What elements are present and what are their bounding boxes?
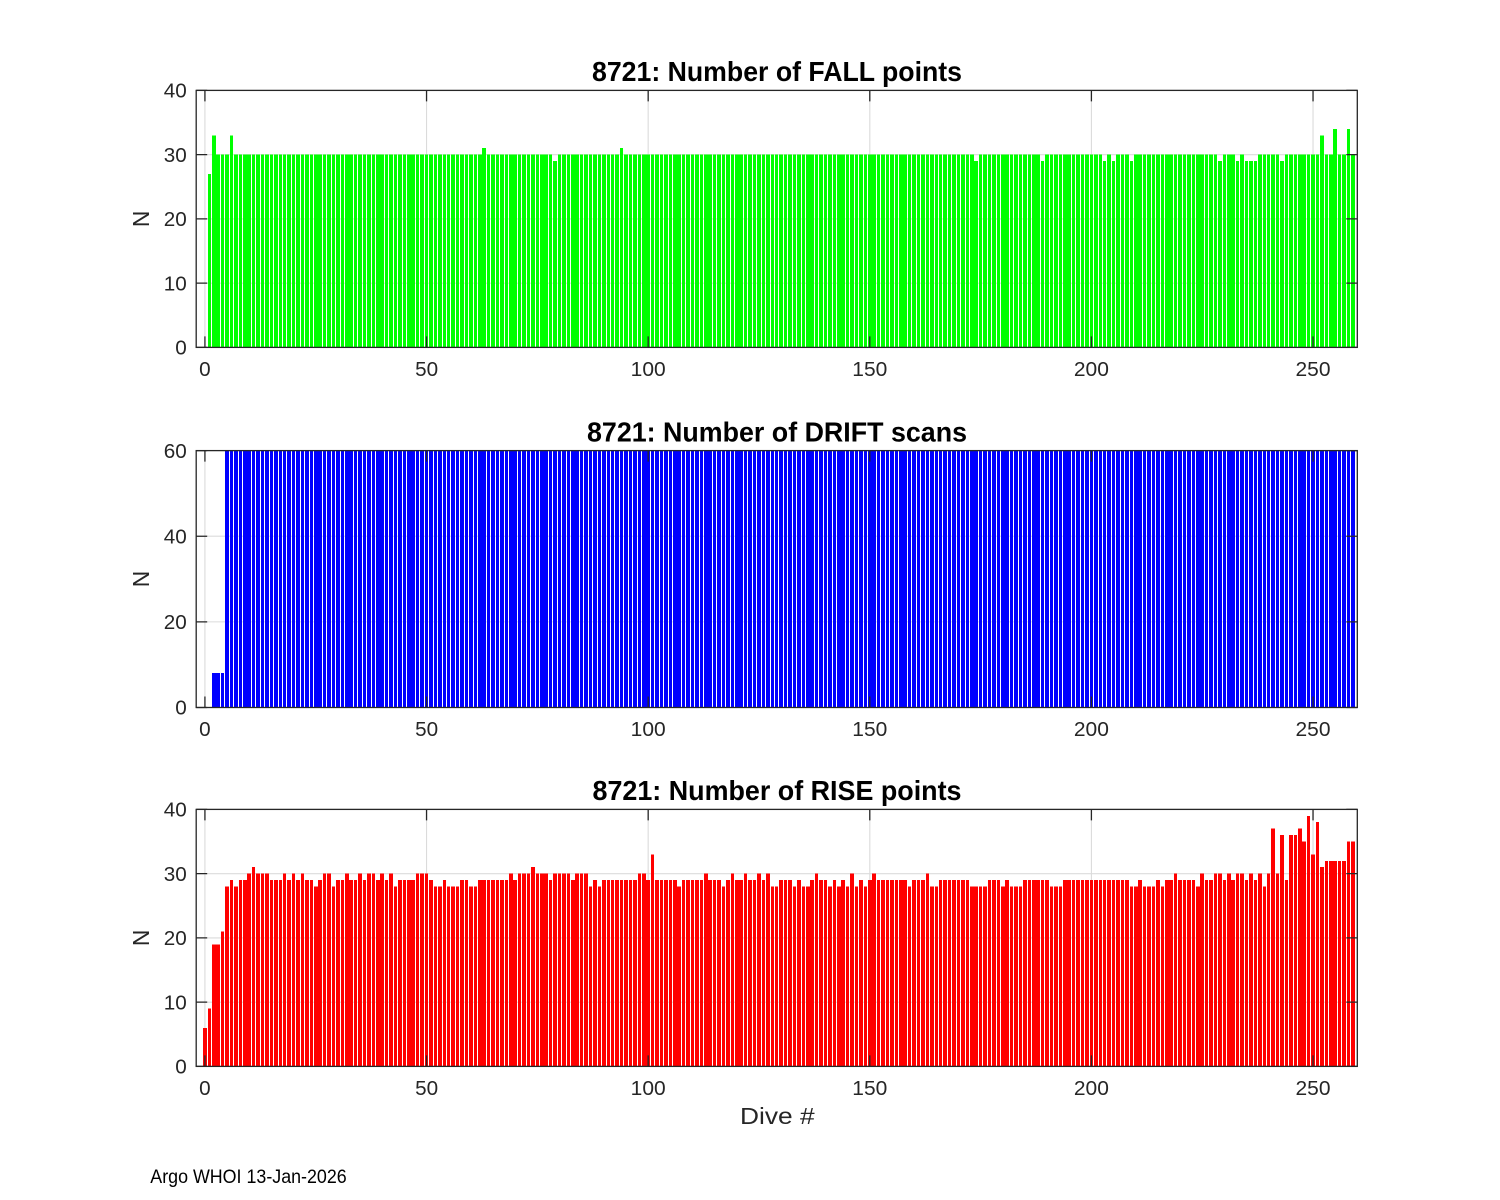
svg-text:N: N <box>128 211 154 227</box>
svg-text:10: 10 <box>164 273 187 295</box>
svg-text:40: 40 <box>164 526 187 548</box>
svg-text:0: 0 <box>175 338 187 360</box>
svg-text:150: 150 <box>852 1078 887 1100</box>
svg-text:10: 10 <box>164 992 187 1014</box>
svg-text:100: 100 <box>631 359 666 381</box>
svg-text:20: 20 <box>164 209 187 231</box>
svg-text:8721: Number of DRIFT scans: 8721: Number of DRIFT scans <box>587 416 967 447</box>
svg-text:200: 200 <box>1074 359 1109 381</box>
svg-text:150: 150 <box>852 719 887 741</box>
svg-text:Dive #: Dive # <box>740 1103 815 1129</box>
svg-text:50: 50 <box>415 359 438 381</box>
svg-text:0: 0 <box>175 1057 187 1079</box>
svg-text:30: 30 <box>164 145 187 167</box>
svg-text:20: 20 <box>164 612 187 634</box>
svg-text:100: 100 <box>631 719 666 741</box>
svg-text:20: 20 <box>164 928 187 950</box>
svg-text:0: 0 <box>175 698 187 720</box>
svg-text:250: 250 <box>1296 1078 1331 1100</box>
svg-text:0: 0 <box>199 359 211 381</box>
svg-text:200: 200 <box>1074 719 1109 741</box>
svg-text:100: 100 <box>631 1078 666 1100</box>
svg-text:30: 30 <box>164 864 187 886</box>
svg-text:40: 40 <box>164 800 187 822</box>
svg-text:0: 0 <box>199 719 211 741</box>
svg-text:200: 200 <box>1074 1078 1109 1100</box>
svg-text:150: 150 <box>852 359 887 381</box>
svg-text:Argo WHOI 13-Jan-2026: Argo WHOI 13-Jan-2026 <box>150 1166 346 1188</box>
svg-text:250: 250 <box>1296 719 1331 741</box>
svg-text:40: 40 <box>164 81 187 103</box>
svg-text:50: 50 <box>415 1078 438 1100</box>
svg-text:0: 0 <box>199 1078 211 1100</box>
svg-text:250: 250 <box>1296 359 1331 381</box>
svg-text:8721: Number of RISE points: 8721: Number of RISE points <box>593 775 962 806</box>
svg-text:50: 50 <box>415 719 438 741</box>
svg-text:8721: Number of FALL points: 8721: Number of FALL points <box>592 56 962 87</box>
svg-text:N: N <box>128 571 154 587</box>
svg-text:N: N <box>128 930 154 946</box>
svg-text:60: 60 <box>164 441 187 463</box>
